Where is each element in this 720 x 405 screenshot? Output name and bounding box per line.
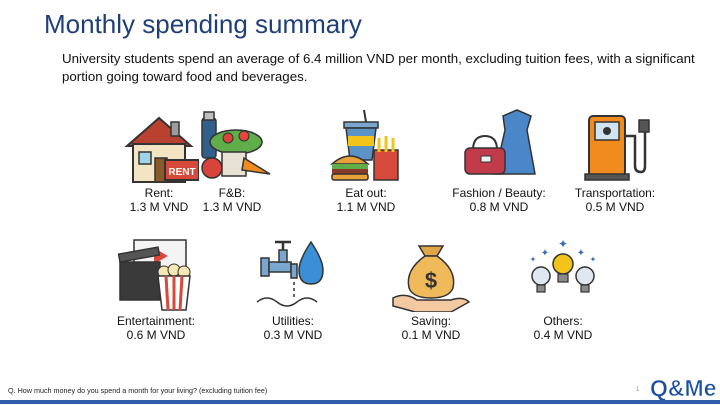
footer-question: Q. How much money do you spend a month f… xyxy=(8,386,268,395)
category-entertainment: Entertainment: 0.6 M VND xyxy=(81,236,231,342)
svg-text:✦: ✦ xyxy=(541,248,549,259)
page-subtitle: University students spend an average of … xyxy=(62,51,695,84)
category-rent: RENT Rent: 1.3 M VND xyxy=(84,108,234,214)
svg-text:✦: ✦ xyxy=(577,248,585,259)
category-eat-out: Eat out: 1.1 M VND xyxy=(291,108,441,214)
light-bulbs-icon: ✦ ✦ ✦ ✦ ✦ xyxy=(530,237,597,293)
category-saving: $ Saving: 0.1 M VND xyxy=(356,236,506,342)
house-rent-icon: RENT xyxy=(124,116,199,183)
category-label: Eat out: xyxy=(345,186,387,200)
category-fnb: F&B: 1.3 M VND xyxy=(157,108,307,214)
rent-sign-text: RENT xyxy=(168,167,195,178)
category-value: 0.8 M VND xyxy=(469,200,529,214)
category-value: 0.6 M VND xyxy=(126,328,186,342)
svg-text:✦: ✦ xyxy=(558,237,568,251)
page-number: 1 xyxy=(636,387,640,393)
category-value: 1.1 M VND xyxy=(336,200,396,214)
handbag-dress-icon xyxy=(464,109,536,175)
category-value: 0.3 M VND xyxy=(263,328,323,342)
category-label: Transportation: xyxy=(574,186,656,200)
fast-food-icon xyxy=(330,109,399,181)
fuel-pump-icon xyxy=(584,115,650,181)
dollar-symbol: $ xyxy=(425,268,437,293)
category-transportation: Transportation: 0.5 M VND xyxy=(540,108,690,214)
water-tap-icon xyxy=(256,240,324,307)
category-label: Entertainment: xyxy=(116,314,196,328)
category-value: 1.3 M VND xyxy=(129,200,189,214)
popcorn-clapperboard-icon xyxy=(117,239,191,311)
category-value: 0.1 M VND xyxy=(401,328,461,342)
money-bag-hand-icon: $ xyxy=(392,245,471,312)
category-others: ✦ ✦ ✦ ✦ ✦ Others: 0.4 M VND xyxy=(488,236,638,342)
category-label: Fashion / Beauty: xyxy=(452,186,546,200)
category-label: Utilities: xyxy=(271,314,314,328)
footer-bar xyxy=(0,400,720,404)
groceries-icon xyxy=(201,111,271,179)
category-label: Others: xyxy=(543,314,583,328)
category-utilities: Utilities: 0.3 M VND xyxy=(218,236,368,342)
category-label: F&B: xyxy=(218,186,246,200)
category-value: 0.5 M VND xyxy=(585,200,645,214)
svg-text:✦: ✦ xyxy=(530,255,537,264)
category-label: Rent: xyxy=(144,186,174,200)
category-value: 0.4 M VND xyxy=(533,328,593,342)
page-title: Monthly spending summary xyxy=(44,9,362,39)
svg-text:✦: ✦ xyxy=(590,255,597,264)
category-label: Saving: xyxy=(410,314,452,328)
category-fashion-beauty: Fashion / Beauty: 0.8 M VND xyxy=(424,108,574,214)
logo-text: Q&Me xyxy=(650,375,716,401)
qme-logo: Q&Me xyxy=(650,375,716,402)
category-value: 1.3 M VND xyxy=(202,200,262,214)
